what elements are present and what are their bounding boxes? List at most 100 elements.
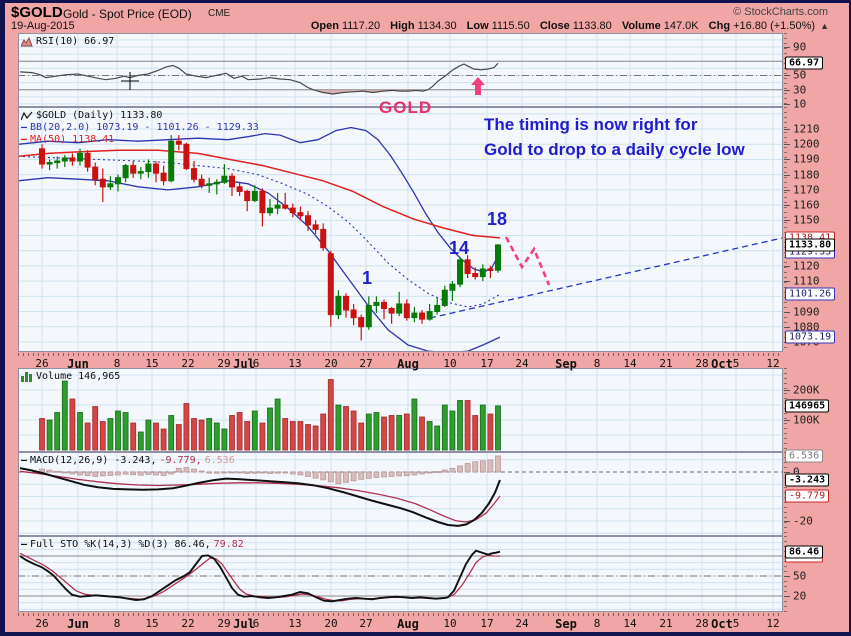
date-day-label: 14 [623, 617, 637, 630]
axis-tick [784, 576, 790, 577]
macd-histogram-bar [449, 467, 456, 473]
macd-histogram-bar [153, 471, 159, 476]
rsi-area-icon [21, 37, 33, 47]
volume-bar [282, 418, 289, 451]
macd-histogram-bar [54, 470, 61, 473]
volume-bar [472, 415, 479, 451]
volume-bar [373, 412, 380, 451]
rsi-axis: 90 50 30 10 66.97 [783, 33, 851, 111]
candle-body [365, 304, 372, 328]
value-callout: 6.536 [785, 449, 824, 463]
volume-label: Volume [621, 20, 661, 32]
axis-tick-label: 1080 [793, 320, 820, 334]
rsi-legend-text: RSI(10) 66.97 [36, 36, 115, 47]
rsi-oversold-fill [20, 89, 498, 94]
sto-legend-main: Full STO %K(14,3) %D(3) 86.46, [30, 539, 211, 550]
candle-body [99, 178, 106, 188]
candle-body [335, 295, 342, 316]
axis-tick [784, 312, 790, 313]
volume-bar [343, 406, 349, 451]
macd-histogram-bar [46, 469, 53, 473]
date-day-label: 29 [217, 357, 231, 370]
volume-legend-text: Volume 146,965 [36, 371, 121, 382]
axis-tick [784, 144, 790, 145]
price-legend-title: $GOLD (Daily) 1133.80 [36, 110, 163, 121]
volume-bar [54, 412, 61, 451]
macd-panel[interactable] [18, 452, 783, 536]
macd-histogram-bar [274, 471, 281, 474]
volume-bars-icon [21, 372, 32, 382]
panel-border [18, 33, 783, 107]
date-month-label: Aug [397, 617, 419, 631]
macd-histogram-bar [335, 471, 342, 485]
volume-bar [46, 419, 53, 451]
candle-body [381, 301, 387, 310]
macd-histogram-bar [137, 471, 144, 476]
cycle-day-1-label: 1 [362, 268, 373, 288]
volume-bar [495, 405, 501, 451]
candle-body [327, 253, 334, 316]
volume-panel[interactable] [18, 368, 783, 452]
volume-bar [251, 410, 258, 451]
candle-body [289, 207, 296, 214]
volume-bar [464, 400, 471, 451]
axis-tick [784, 220, 790, 221]
volume-bar [92, 406, 99, 451]
macd-histogram-bar [312, 471, 319, 479]
date-day-label: 24 [515, 617, 529, 630]
date-day-label: 8 [113, 357, 121, 370]
value-callout: 1101.26 [785, 287, 836, 301]
volume-bar [122, 412, 129, 451]
candle-body [244, 190, 251, 202]
macd-histogram-bar [419, 471, 425, 475]
copyright: © StockCharts.com [733, 6, 828, 18]
rsi-line [19, 62, 499, 95]
candle-body [472, 273, 479, 278]
candle-body [259, 190, 266, 214]
macd-histogram-bar [267, 471, 273, 474]
candle-body [145, 163, 152, 173]
candle-body [168, 140, 175, 182]
date-day-label: 21 [659, 357, 673, 370]
volume-bar [77, 412, 83, 451]
macd-histogram-bar [434, 471, 441, 473]
axis-tick [784, 420, 790, 421]
macd-dash-icon: — [21, 455, 28, 466]
volume-bar [84, 422, 91, 451]
candle-body [92, 166, 99, 180]
candle-body [267, 207, 273, 214]
date-month-label: Jul [233, 617, 255, 631]
macd-histogram-bar [297, 471, 304, 476]
date-day-label: 15 [145, 617, 159, 630]
volume-bar [449, 410, 456, 451]
date-day-label: 15 [145, 357, 159, 370]
axis-tick [784, 175, 790, 176]
date-month-label: Jun [67, 357, 89, 371]
date-day-label: 28 [695, 617, 709, 630]
macd-histogram-bar [122, 471, 129, 475]
cycle-day-14-label: 14 [449, 238, 470, 258]
volume-bar [259, 422, 266, 451]
stochastics-axis: 502079.8286.46 [783, 536, 851, 612]
candle-body [236, 186, 243, 192]
price-panel[interactable] [18, 107, 783, 352]
panel-border [18, 368, 783, 452]
axis-tick-label: 0 [793, 465, 800, 479]
bollinger-lower-band [18, 177, 501, 352]
macd-histogram-bar [320, 471, 327, 481]
axis-tick [784, 596, 790, 597]
candle-body [122, 165, 129, 179]
date-axis-top: 26 Jun 8 15 22 29 Jul 6 13 20 27 Aug 10 17 24 Sep 8 14 21 2… [0, 353, 851, 371]
sto-legend-signal: 79.82 [213, 539, 244, 550]
rsi-panel[interactable] [18, 33, 783, 107]
stochastics-panel[interactable] [18, 536, 783, 612]
candle-body [426, 311, 433, 320]
date-day-label: 17 [480, 617, 494, 630]
panel-border [18, 452, 783, 536]
axis-tick-label: 1190 [793, 152, 820, 166]
macd-histogram-bar [183, 467, 190, 473]
candle-body [153, 163, 159, 174]
frame-edge-top [0, 0, 851, 3]
volume-bar [487, 413, 494, 451]
